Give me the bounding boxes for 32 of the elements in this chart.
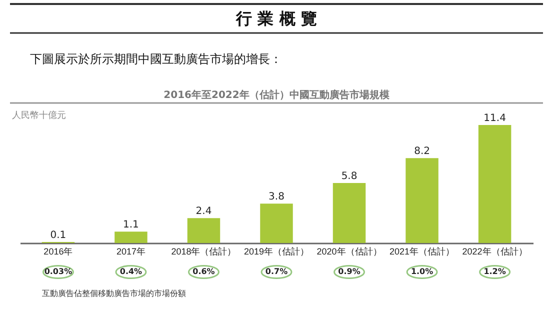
bar: [332, 182, 366, 243]
x-tick-label: 2016年: [44, 246, 73, 256]
data-label: 1.1: [123, 220, 139, 231]
y-axis-title: 人民幣十億元: [12, 110, 66, 121]
chart-title: 2016年至2022年（估計）中國互動廣告市場規模: [164, 89, 390, 101]
text: 0.4%: [120, 267, 142, 276]
text: 下圖展示於所示期間中國互動廣告市場的增長：: [30, 52, 282, 66]
data-label: 3.8: [268, 192, 284, 203]
bar: [114, 232, 148, 243]
text: 0.9%: [338, 267, 360, 276]
data-label: 8.2: [414, 146, 430, 158]
x-tick-label: 2020年（估計）: [316, 246, 382, 256]
x-tick-label: 2021年（估計）: [390, 246, 455, 256]
data-label: 0.1: [50, 230, 66, 241]
x-tick-label: 2017年: [116, 246, 146, 256]
text: 0.6%: [192, 267, 215, 276]
x-tick-label: 2019年（估計）: [244, 246, 310, 256]
bar: [260, 204, 293, 243]
bar: [406, 158, 438, 243]
text: 0.7%: [265, 267, 288, 276]
text: 0.03%: [44, 267, 72, 276]
x-tick-label: 2018年（估計）: [171, 246, 236, 256]
text: 1.2%: [484, 267, 506, 276]
bar: [187, 218, 220, 243]
text: 1.0%: [410, 267, 434, 276]
text: 行 業 概 覽: [235, 9, 317, 28]
data-label: 11.4: [484, 113, 506, 124]
data-label: 5.8: [341, 170, 358, 182]
data-label: 2.4: [196, 206, 212, 218]
bar: [478, 125, 512, 243]
text: 互動廣告佔整個移動廣告市場的市場份額: [42, 289, 186, 298]
x-tick-label: 2022年（估計）: [462, 246, 528, 256]
